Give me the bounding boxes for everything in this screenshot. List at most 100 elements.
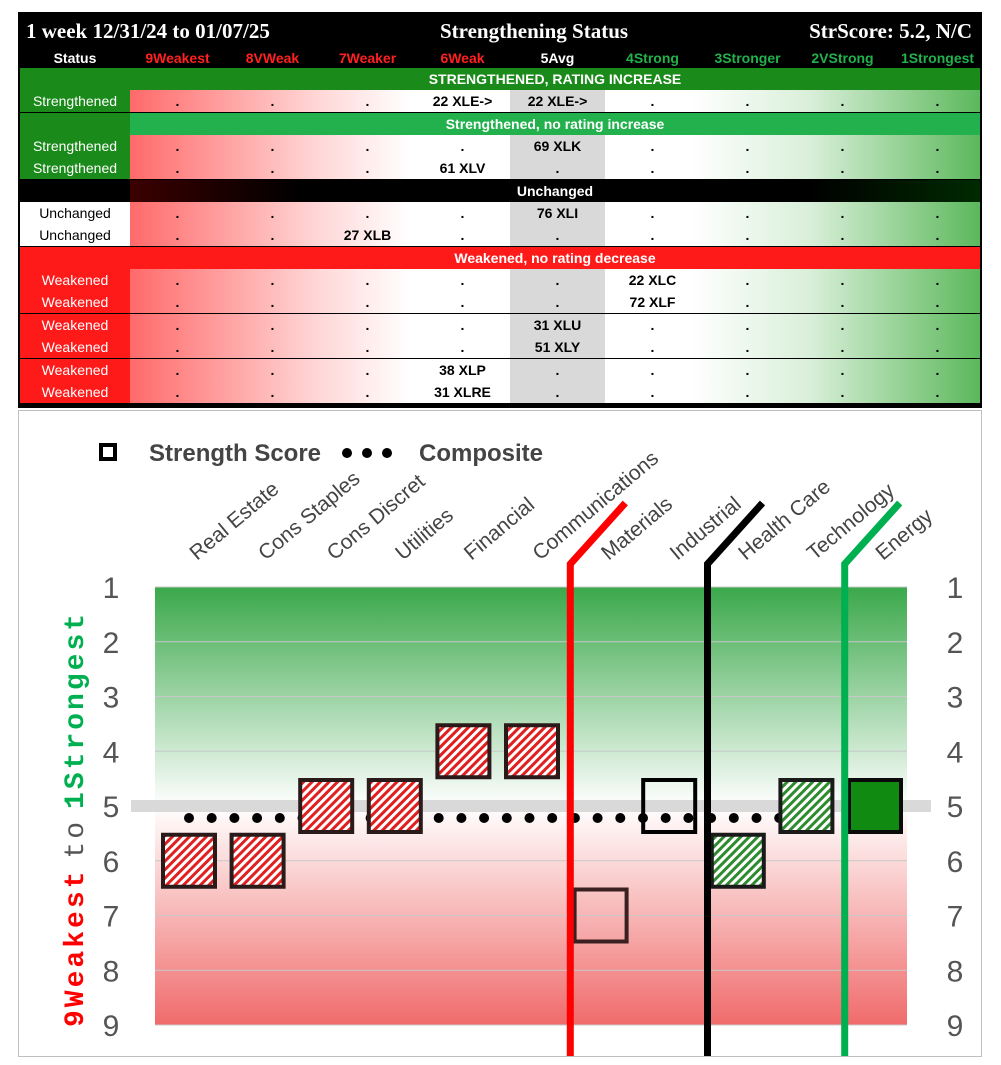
- table-cell: .: [175, 361, 180, 378]
- y-tick-left: 6: [103, 846, 120, 879]
- table-cell: .: [650, 361, 655, 378]
- table-cell: .: [365, 294, 370, 310]
- table-cell: .: [365, 339, 370, 355]
- table-cell: 22 XLE->: [432, 93, 493, 109]
- table-cell: .: [270, 204, 275, 221]
- y-tick-right: 6: [947, 846, 964, 879]
- y-tick-right: 8: [947, 955, 964, 988]
- table-cell: .: [745, 160, 750, 176]
- y-tick-right: 7: [947, 901, 964, 934]
- group-divider-2: [704, 500, 766, 1056]
- row-status: Weakened: [20, 268, 130, 291]
- table-cell: .: [935, 294, 940, 310]
- table-row: Strengthened... 22 XLE-> 22 XLE->....: [20, 90, 980, 112]
- table-cell: 22 XLE->: [527, 93, 588, 109]
- table-cell: .: [365, 361, 370, 378]
- y-tick-left: 9: [103, 1010, 120, 1043]
- table-cell: .: [270, 294, 275, 310]
- column-header-2: 8VWeak: [245, 50, 300, 66]
- composite-dot: [547, 813, 558, 823]
- table-cell: .: [555, 384, 560, 400]
- table-cell: .: [460, 294, 465, 310]
- table-cell: .: [840, 227, 845, 243]
- y-axis-title: 9Weakest to 1Strongest: [61, 611, 92, 1027]
- y-tick-right: 3: [947, 682, 964, 715]
- category-label: Utilities: [391, 504, 458, 565]
- table-row: Weakened..... 72 XLF...: [20, 291, 980, 313]
- row-status: Strengthened: [20, 157, 130, 179]
- table-cell: .: [840, 384, 845, 400]
- section-band: STRENGTHENED, RATING INCREASE: [20, 68, 980, 90]
- table-cell: 51 XLY: [534, 339, 581, 355]
- table-cell: .: [175, 316, 180, 333]
- table-cell: 27 XLB: [343, 227, 392, 243]
- table-cell: .: [365, 204, 370, 221]
- table-cell: .: [460, 316, 465, 333]
- table-cell: .: [270, 316, 275, 333]
- table-cell: 61 XLV: [439, 160, 486, 176]
- table-cell: .: [840, 204, 845, 221]
- composite-dot: [274, 813, 285, 823]
- table-cell: .: [935, 137, 940, 154]
- table-cell: .: [840, 294, 845, 310]
- table-cell: .: [745, 137, 750, 154]
- table-cell: .: [270, 160, 275, 176]
- composite-dot: [501, 813, 512, 823]
- composite-dot: [728, 813, 739, 823]
- y-tick-left: 4: [103, 736, 120, 769]
- column-header-5: 5Avg: [540, 50, 575, 66]
- composite-dot: [433, 813, 444, 823]
- status-table: 1 week 12/31/24 to 01/07/25 Strengthenin…: [18, 12, 982, 408]
- table-cell: .: [840, 160, 845, 176]
- legend-composite-label: Composite: [419, 440, 543, 467]
- table-cell: .: [650, 137, 655, 154]
- table-cell: .: [650, 339, 655, 355]
- legend-strength-icon: [99, 443, 117, 461]
- table-cell: .: [745, 294, 750, 310]
- table-cell: .: [175, 204, 180, 221]
- strength-marker-utilities: [366, 778, 423, 834]
- column-header-3: 7Weaker: [338, 50, 397, 66]
- table-cell: .: [840, 316, 845, 333]
- strength-marker-energy: [847, 778, 903, 834]
- y-tick-left: 2: [103, 627, 120, 660]
- composite-dot: [615, 813, 626, 823]
- composite-dot: [184, 813, 194, 823]
- group-divider-3: [841, 500, 903, 1056]
- section-band: Unchanged: [20, 179, 980, 202]
- table-cell: .: [840, 361, 845, 378]
- composite-dot: [592, 813, 603, 823]
- strength-marker-cons-discret: [298, 778, 355, 834]
- row-status: Strengthened: [20, 134, 130, 157]
- y-tick-right: 4: [947, 736, 964, 769]
- table-cell: .: [745, 93, 750, 109]
- table-cell: .: [935, 316, 940, 333]
- strength-marker-real-estate: [161, 832, 217, 889]
- table-cell: .: [650, 316, 655, 333]
- composite-dot: [660, 813, 671, 823]
- legend-strength-label: Strength Score: [149, 440, 321, 467]
- table-cell: .: [935, 160, 940, 176]
- column-header-4: 6Weak: [440, 50, 485, 66]
- strength-marker-technology: [778, 778, 835, 834]
- table-cell: .: [650, 204, 655, 221]
- y-tick-right: 5: [947, 791, 964, 824]
- table-cell: .: [175, 137, 180, 154]
- table-cell: .: [365, 160, 370, 176]
- row-status: Weakened: [20, 358, 130, 381]
- table-cell: .: [175, 160, 180, 176]
- strength-marker-communications: [504, 723, 560, 780]
- table-cell: .: [745, 339, 750, 355]
- y-tick-left: 7: [103, 901, 120, 934]
- table-row: Weakened... 31 XLRE.....: [20, 381, 980, 403]
- table-cell: .: [745, 361, 750, 378]
- row-status: Unchanged: [20, 224, 130, 246]
- section-band: Weakened, no rating decrease: [20, 246, 980, 269]
- table-cell: .: [555, 294, 560, 310]
- table-cell: .: [555, 160, 560, 176]
- composite-dot: [479, 813, 490, 823]
- category-label: Energy: [871, 504, 937, 565]
- table-cell: .: [175, 227, 180, 243]
- table-cell: .: [745, 227, 750, 243]
